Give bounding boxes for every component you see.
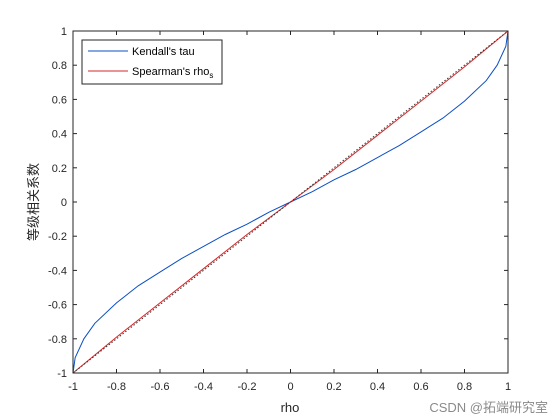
x-tick-label: 0: [287, 381, 293, 393]
y-tick-label: -0.6: [48, 300, 67, 312]
y-tick-label: -0.2: [48, 231, 67, 243]
legend-box: [81, 39, 223, 85]
y-axis-label: 等级相关系数: [26, 163, 41, 241]
y-tick-label: 0.8: [52, 60, 67, 72]
y-tick-label: 1: [61, 26, 67, 38]
watermark: CSDN @拓端研究室: [429, 400, 548, 415]
x-tick-label: -0.2: [238, 381, 257, 393]
x-tick-label: -0.4: [194, 381, 213, 393]
legend: Kendall's tau Spearman's rhos: [81, 39, 223, 85]
series-layer: [72, 30, 509, 374]
y-tick-label: 0.4: [52, 129, 67, 141]
x-tick-label: 0.4: [370, 381, 385, 393]
identity-reference-line: [72, 30, 509, 374]
x-tick-label: 0.6: [413, 381, 428, 393]
y-tick-label: -0.8: [48, 334, 67, 346]
legend-label-kendall: Kendall's tau: [132, 46, 195, 58]
y-tick-label: -0.4: [48, 265, 67, 277]
y-tick-label: 0.2: [52, 163, 67, 175]
y-tick-label: 0: [61, 197, 67, 209]
x-tick-label: 1: [505, 381, 511, 393]
x-tick-label: -1: [68, 381, 78, 393]
x-tick-label: 0.8: [457, 381, 472, 393]
x-tick-label: -0.6: [151, 381, 170, 393]
x-tick-label: -0.8: [107, 381, 126, 393]
y-tick-label: -1: [57, 368, 67, 380]
tick-layer: -1 -0.8 -0.6 -0.4 -0.2 0 0.2 0.4 0.6 0.8 1 -1 -0.8 -0…: [48, 26, 511, 393]
x-tick-label: 0.2: [326, 381, 341, 393]
y-tick-label: 0.6: [52, 94, 67, 106]
legend-label-spearman-name: Spearman's rho: [132, 66, 209, 78]
legend-label-spearman-subscript: s: [209, 71, 213, 80]
legend-label-spearman: Spearman's rhos: [132, 66, 213, 80]
x-axis-label: rho: [281, 400, 300, 415]
